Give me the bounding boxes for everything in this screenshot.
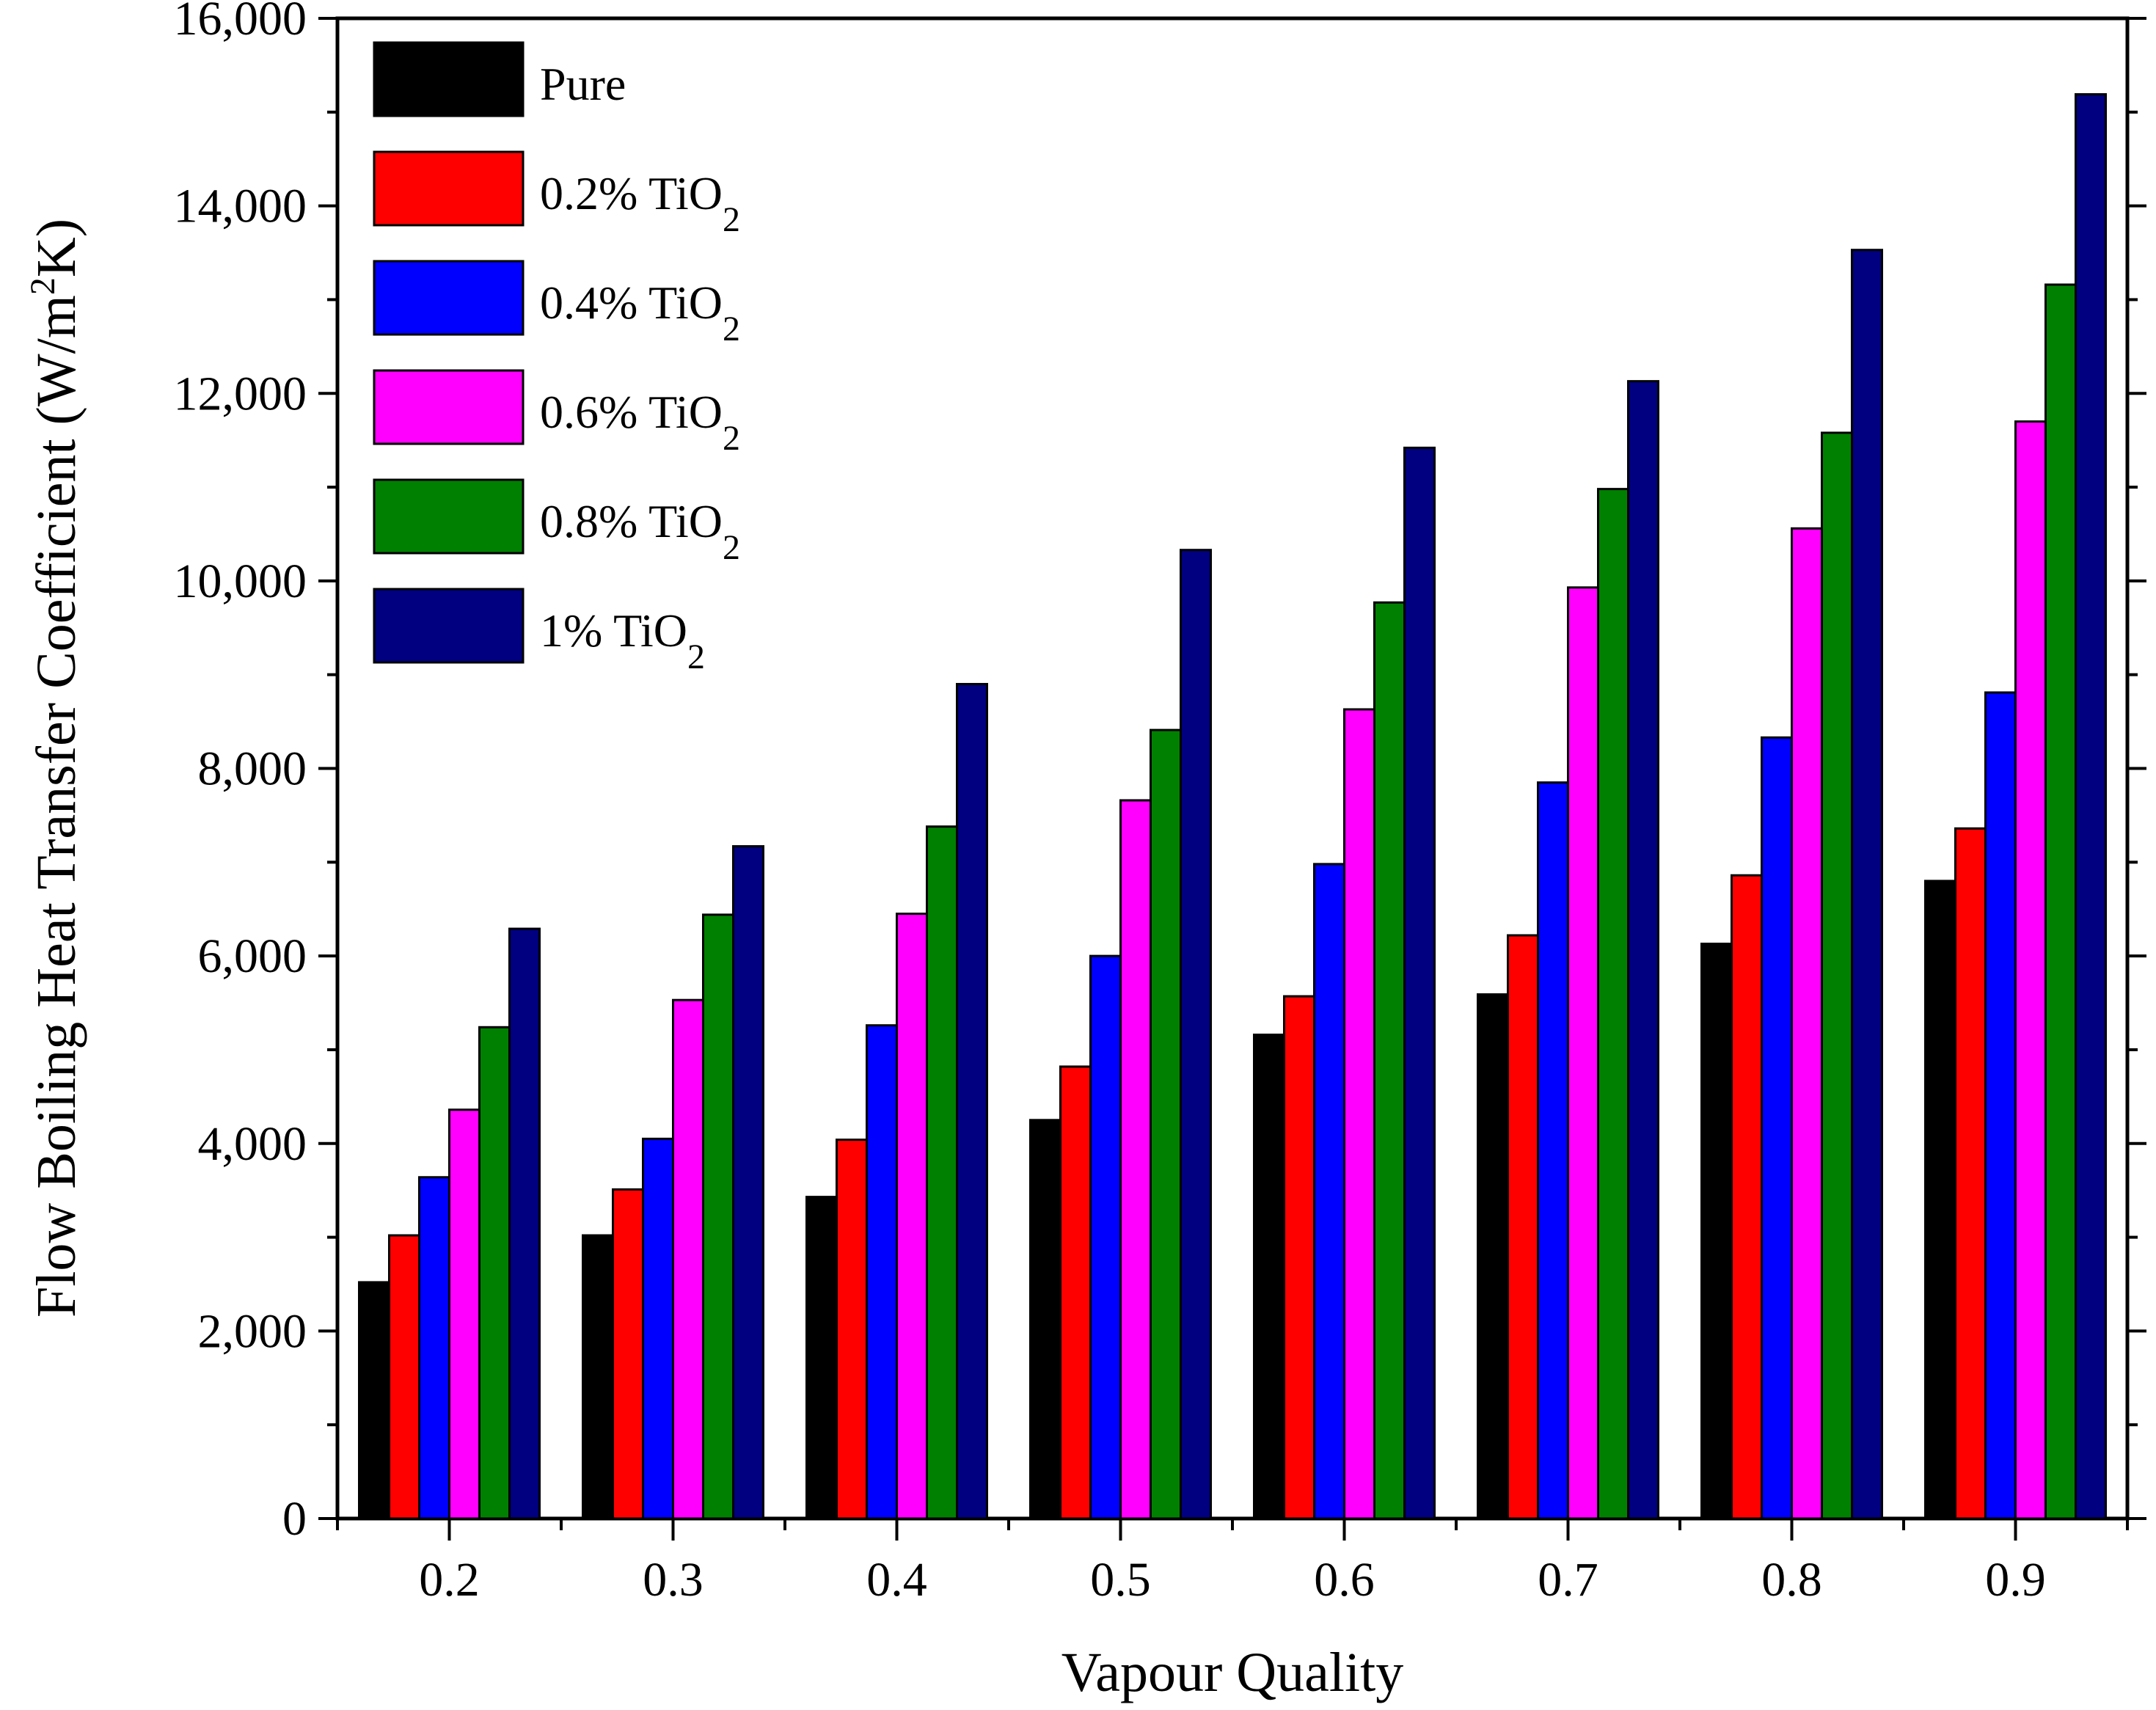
bar — [1373, 601, 1406, 1520]
bar — [672, 998, 704, 1520]
bar — [926, 825, 958, 1520]
legend-swatch — [373, 150, 525, 227]
bar — [1507, 934, 1539, 1520]
bar — [1761, 736, 1793, 1520]
bar — [1283, 995, 1315, 1520]
bar — [1119, 799, 1152, 1520]
bar — [836, 1139, 868, 1520]
bar — [1403, 446, 1436, 1520]
bars-layer — [358, 93, 2107, 1520]
x-tick-label: 0.6 — [1314, 1553, 1375, 1607]
legend-label: 0.2% TiO2 — [540, 167, 740, 239]
x-axis-title: Vapour Quality — [1061, 1642, 1403, 1703]
y-axis-title-sup: 2 — [23, 277, 62, 295]
bar — [478, 1026, 511, 1520]
bar — [612, 1188, 644, 1520]
legend-label: Pure — [540, 58, 626, 110]
bar — [956, 682, 988, 1520]
bar — [866, 1024, 898, 1520]
bar — [2075, 93, 2107, 1520]
bar — [2014, 420, 2047, 1520]
legend-swatch — [373, 478, 525, 555]
y-tick-label: 6,000 — [198, 929, 307, 983]
y-tick-label: 8,000 — [198, 742, 307, 796]
bar — [1150, 728, 1182, 1520]
y-axis-title: Flow Boiling Heat Transfer Coefficient (… — [23, 219, 87, 1318]
bar — [1180, 549, 1212, 1520]
y-axis: 0 2,000 4,000 6,000 8,000 10,000 12,000 14,000 1… — [174, 0, 2146, 1546]
bar — [732, 845, 764, 1520]
legend-label: 1% TiO2 — [540, 604, 705, 676]
legend-swatch — [373, 260, 525, 336]
bar — [1089, 954, 1122, 1520]
bar — [1700, 943, 1733, 1520]
y-tick-label: 4,000 — [198, 1117, 307, 1171]
bar — [1791, 527, 1823, 1520]
legend: Pure 0.2% TiO2 0.4% TiO2 0.6% TiO2 0.8% TiO2… — [373, 41, 740, 676]
x-tick-label: 0.4 — [866, 1553, 927, 1607]
bar — [2044, 283, 2077, 1520]
bar — [1924, 880, 1956, 1520]
y-tick-label: 10,000 — [174, 555, 307, 608]
bar — [1627, 380, 1659, 1520]
bar — [508, 927, 541, 1520]
x-tick-label: 0.5 — [1090, 1553, 1151, 1607]
bar — [1954, 827, 1987, 1520]
bar — [1731, 874, 1763, 1520]
bar — [1597, 488, 1629, 1520]
bar — [1851, 249, 1883, 1520]
y-tick-label: 12,000 — [174, 367, 307, 420]
bar — [1313, 863, 1345, 1520]
x-tick-label: 0.2 — [419, 1553, 480, 1607]
y-tick-label: 14,000 — [174, 180, 307, 233]
legend-label: 0.6% TiO2 — [540, 386, 740, 458]
bar — [1059, 1065, 1092, 1520]
y-tick-label: 16,000 — [174, 0, 307, 45]
x-tick-label: 0.9 — [1985, 1553, 2046, 1607]
bar — [896, 913, 928, 1520]
bar — [805, 1196, 838, 1520]
bar — [642, 1137, 674, 1520]
bar — [1567, 586, 1599, 1520]
x-tick-label: 0.8 — [1761, 1553, 1822, 1607]
bar — [1029, 1119, 1061, 1520]
y-axis-title-tail: K) — [26, 219, 87, 277]
bar — [1537, 781, 1569, 1520]
bar — [358, 1281, 390, 1520]
legend-label: 0.4% TiO2 — [540, 277, 740, 348]
bar — [448, 1108, 480, 1520]
bar — [1984, 691, 2017, 1520]
legend-label: 0.8% TiO2 — [540, 495, 740, 567]
legend-swatch — [373, 588, 525, 664]
x-tick-label: 0.7 — [1538, 1553, 1598, 1607]
x-tick-label: 0.3 — [643, 1553, 704, 1607]
bar — [582, 1234, 614, 1520]
y-tick-label: 2,000 — [198, 1304, 307, 1358]
bar — [1253, 1033, 1285, 1520]
bar — [388, 1234, 420, 1520]
bar — [418, 1176, 450, 1520]
x-axis: 0.2 0.3 0.4 0.5 0.6 0.7 0.8 0.9 — [336, 1519, 2129, 1607]
legend-swatch — [373, 369, 525, 445]
bar — [702, 913, 734, 1520]
bar — [1821, 431, 1853, 1520]
bar — [1343, 708, 1375, 1520]
y-tick-label: 0 — [282, 1492, 307, 1546]
bar — [1477, 993, 1509, 1520]
legend-swatch — [373, 41, 525, 117]
y-axis-title-main: Flow Boiling Heat Transfer Coefficient (… — [26, 295, 87, 1318]
